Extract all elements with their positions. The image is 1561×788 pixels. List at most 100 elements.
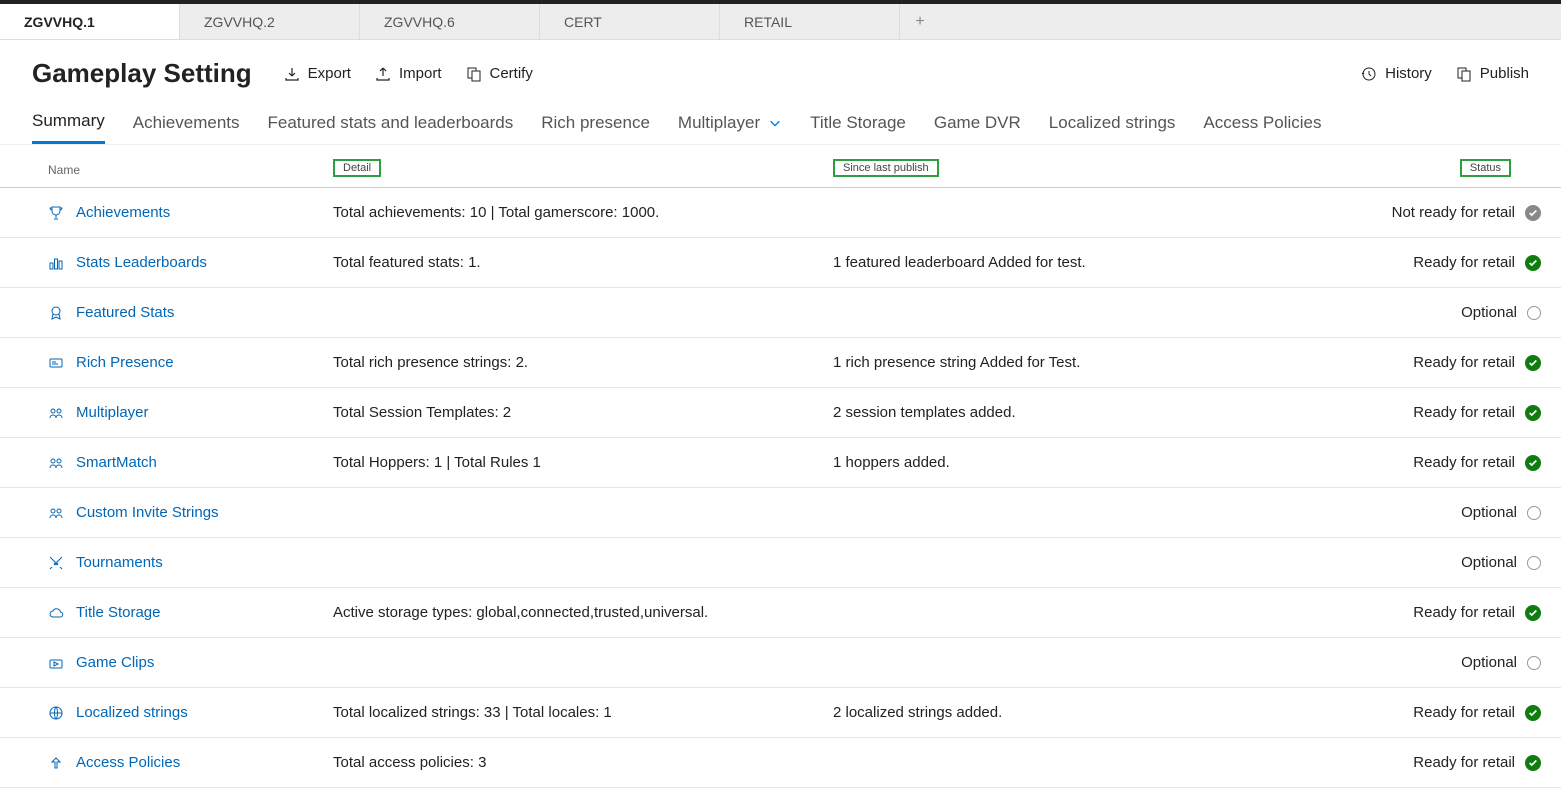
- page-header: Gameplay Setting Export Import Certify H…: [0, 40, 1561, 99]
- summary-row: Custom Invite Strings Optional: [0, 488, 1561, 538]
- nav-featured-stats[interactable]: Featured stats and leaderboards: [268, 105, 514, 144]
- history-button[interactable]: History: [1361, 65, 1432, 82]
- status-text: Optional: [1461, 504, 1517, 521]
- status-text: Ready for retail: [1413, 604, 1515, 621]
- nav-rich-presence[interactable]: Rich presence: [541, 105, 650, 144]
- tab-label: RETAIL: [744, 14, 792, 30]
- import-icon: [375, 66, 391, 82]
- publish-icon: [1456, 66, 1472, 82]
- status-text: Optional: [1461, 304, 1517, 321]
- circle-icon: [1527, 556, 1541, 570]
- cell-detail: Total localized strings: 33 | Total loca…: [333, 704, 833, 721]
- row-link[interactable]: Tournaments: [76, 554, 163, 571]
- cell-status: Ready for retail: [1361, 704, 1541, 721]
- cell-status: Optional: [1361, 504, 1541, 521]
- history-icon: [1361, 66, 1377, 82]
- col-name-header: Name: [48, 163, 333, 177]
- cell-since: 1 rich presence string Added for Test.: [833, 354, 1361, 371]
- clip-icon: [48, 655, 64, 671]
- summary-row: Multiplayer Total Session Templates: 22 s…: [0, 388, 1561, 438]
- status-text: Ready for retail: [1413, 354, 1515, 371]
- check-icon: [1525, 455, 1541, 471]
- cell-name: Custom Invite Strings: [48, 504, 333, 521]
- summary-grid: Name Detail Since last publish Status Ac…: [0, 145, 1561, 788]
- row-link[interactable]: Localized strings: [76, 704, 188, 721]
- row-link[interactable]: Rich Presence: [76, 354, 174, 371]
- publish-button[interactable]: Publish: [1456, 65, 1529, 82]
- row-link[interactable]: Featured Stats: [76, 304, 174, 321]
- boxed-since-label: Since last publish: [833, 159, 939, 177]
- sandbox-tab[interactable]: ZGVVHQ.2: [180, 4, 360, 39]
- sandbox-tab[interactable]: CERT: [540, 4, 720, 39]
- add-tab-button[interactable]: +: [900, 4, 940, 39]
- row-link[interactable]: Title Storage: [76, 604, 161, 621]
- cell-since: 1 hoppers added.: [833, 454, 1361, 471]
- cell-status: Ready for retail: [1361, 604, 1541, 621]
- export-button[interactable]: Export: [284, 65, 351, 82]
- nav-label: Access Policies: [1203, 113, 1321, 133]
- nav-multiplayer[interactable]: Multiplayer: [678, 105, 782, 144]
- nav-label: Game DVR: [934, 113, 1021, 133]
- summary-row: Title Storage Active storage types: globa…: [0, 588, 1561, 638]
- export-label: Export: [308, 65, 351, 82]
- swords-icon: [48, 555, 64, 571]
- nav-label: Achievements: [133, 113, 240, 133]
- people-icon: [48, 455, 64, 471]
- row-link[interactable]: Stats Leaderboards: [76, 254, 207, 271]
- import-button[interactable]: Import: [375, 65, 442, 82]
- page-title: Gameplay Setting: [32, 58, 252, 89]
- summary-row: Stats LeaderboardsTotal featured stats: …: [0, 238, 1561, 288]
- cloud-icon: [48, 605, 64, 621]
- status-text: Optional: [1461, 654, 1517, 671]
- cell-name: Localized strings: [48, 704, 333, 721]
- circle-icon: [1527, 306, 1541, 320]
- badge-icon: [48, 305, 64, 321]
- certify-icon: [466, 66, 482, 82]
- cell-name: Title Storage: [48, 604, 333, 621]
- col-detail-header: Detail: [333, 159, 833, 177]
- certify-label: Certify: [490, 65, 533, 82]
- check-icon: [1525, 205, 1541, 221]
- nav-game-dvr[interactable]: Game DVR: [934, 105, 1021, 144]
- import-label: Import: [399, 65, 442, 82]
- nav-title-storage[interactable]: Title Storage: [810, 105, 906, 144]
- cell-name: Featured Stats: [48, 304, 333, 321]
- section-nav: Summary Achievements Featured stats and …: [0, 99, 1561, 145]
- cell-since: 2 session templates added.: [833, 404, 1361, 421]
- nav-summary[interactable]: Summary: [32, 105, 105, 144]
- row-link[interactable]: Custom Invite Strings: [76, 504, 219, 521]
- check-icon: [1525, 255, 1541, 271]
- nav-localized-strings[interactable]: Localized strings: [1049, 105, 1176, 144]
- cell-detail: Total Session Templates: 2: [333, 404, 833, 421]
- cell-status: Not ready for retail: [1361, 204, 1541, 221]
- nav-access-policies[interactable]: Access Policies: [1203, 105, 1321, 144]
- sandbox-tab[interactable]: ZGVVHQ.1: [0, 4, 180, 39]
- cell-name: Game Clips: [48, 654, 333, 671]
- certify-button[interactable]: Certify: [466, 65, 533, 82]
- cell-detail: Active storage types: global,connected,t…: [333, 604, 833, 621]
- row-link[interactable]: Multiplayer: [76, 404, 149, 421]
- cell-name: Achievements: [48, 204, 333, 221]
- nav-achievements[interactable]: Achievements: [133, 105, 240, 144]
- card-icon: [48, 355, 64, 371]
- status-text: Ready for retail: [1413, 254, 1515, 271]
- row-link[interactable]: Game Clips: [76, 654, 154, 671]
- col-status-header: Status: [1361, 159, 1541, 177]
- summary-row: Featured Stats Optional: [0, 288, 1561, 338]
- leaderboard-icon: [48, 255, 64, 271]
- summary-row: TournamentsOptional: [0, 538, 1561, 588]
- row-link[interactable]: SmartMatch: [76, 454, 157, 471]
- status-text: Ready for retail: [1413, 704, 1515, 721]
- people-icon: [48, 505, 64, 521]
- cell-status: Optional: [1361, 304, 1541, 321]
- sandbox-tab[interactable]: ZGVVHQ.6: [360, 4, 540, 39]
- status-text: Not ready for retail: [1392, 204, 1515, 221]
- sandbox-tab[interactable]: RETAIL: [720, 4, 900, 39]
- check-icon: [1525, 705, 1541, 721]
- cell-name: Tournaments: [48, 554, 333, 571]
- chevron-down-icon: [768, 116, 782, 130]
- summary-row: Rich PresenceTotal rich presence strings…: [0, 338, 1561, 388]
- history-label: History: [1385, 65, 1432, 82]
- row-link[interactable]: Achievements: [76, 204, 170, 221]
- cell-since: 2 localized strings added.: [833, 704, 1361, 721]
